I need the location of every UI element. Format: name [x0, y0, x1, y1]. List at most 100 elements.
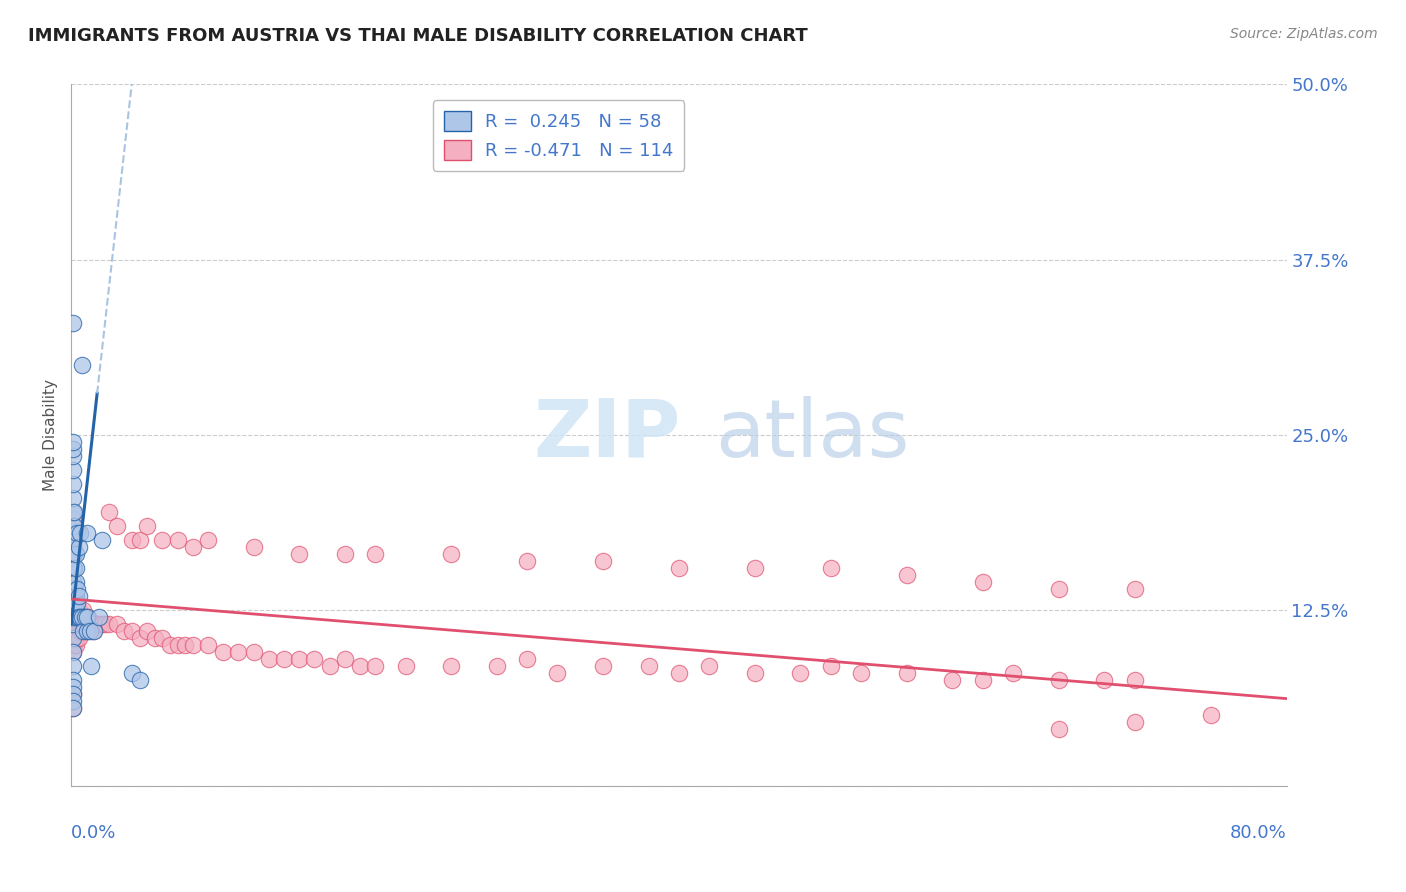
Point [62, 575, 84, 590]
Point [63, 519, 86, 533]
Point [70, 358, 93, 372]
Point [67, 603, 90, 617]
Point [63, 533, 86, 548]
Point [62, 632, 84, 646]
Point [1047, 673, 1070, 688]
Point [128, 533, 150, 548]
Point [63, 582, 86, 597]
Point [77, 610, 100, 624]
Point [62, 533, 84, 548]
Point [65, 547, 87, 561]
Point [972, 673, 994, 688]
Point [197, 533, 219, 548]
Point [84, 617, 107, 632]
Point [333, 652, 356, 666]
Point [62, 589, 84, 603]
Point [941, 673, 963, 688]
Point [820, 659, 842, 673]
Point [66, 526, 89, 541]
Point [72, 603, 94, 617]
Point [65, 638, 87, 652]
Point [62, 617, 84, 632]
Point [364, 659, 387, 673]
Point [62, 687, 84, 701]
Point [73, 617, 96, 632]
Point [62, 603, 84, 617]
Point [63, 617, 86, 632]
Point [349, 659, 371, 673]
Point [65, 603, 87, 617]
Point [62, 694, 84, 708]
Point [93, 617, 115, 632]
Point [66, 582, 89, 597]
Point [440, 659, 463, 673]
Point [62, 681, 84, 695]
Point [820, 561, 842, 575]
Text: atlas: atlas [716, 396, 910, 474]
Point [67, 617, 90, 632]
Point [90, 533, 112, 548]
Legend: R =  0.245   N = 58, R = -0.471   N = 114: R = 0.245 N = 58, R = -0.471 N = 114 [433, 101, 685, 171]
Point [485, 659, 508, 673]
Point [80, 617, 103, 632]
Point [87, 610, 110, 624]
Point [66, 610, 89, 624]
Point [318, 659, 340, 673]
Point [69, 610, 91, 624]
Point [152, 533, 174, 548]
Point [63, 596, 86, 610]
Point [1123, 582, 1146, 597]
Point [1123, 673, 1146, 688]
Point [304, 652, 326, 666]
Point [69, 610, 91, 624]
Point [63, 561, 86, 575]
Point [66, 617, 89, 632]
Point [98, 617, 121, 632]
Point [87, 617, 110, 632]
Point [668, 666, 690, 681]
Point [76, 624, 98, 639]
Point [76, 610, 98, 624]
Point [62, 435, 84, 450]
Point [62, 442, 84, 456]
Point [62, 638, 84, 652]
Point [1199, 708, 1222, 723]
Point [228, 645, 250, 659]
Point [70, 617, 93, 632]
Point [70, 610, 93, 624]
Point [288, 652, 311, 666]
Point [440, 547, 463, 561]
Point [79, 617, 101, 632]
Point [62, 603, 84, 617]
Point [76, 617, 98, 632]
Point [66, 624, 89, 639]
Point [63, 638, 86, 652]
Point [62, 463, 84, 477]
Point [83, 624, 105, 639]
Point [546, 666, 568, 681]
Point [80, 659, 103, 673]
Point [273, 652, 295, 666]
Point [136, 624, 159, 639]
Point [66, 632, 89, 646]
Point [972, 575, 994, 590]
Point [333, 547, 356, 561]
Point [257, 652, 280, 666]
Point [62, 589, 84, 603]
Point [143, 632, 166, 646]
Point [76, 526, 98, 541]
Point [79, 624, 101, 639]
Point [65, 624, 87, 639]
Point [62, 540, 84, 554]
Point [62, 610, 84, 624]
Point [72, 617, 94, 632]
Point [83, 617, 105, 632]
Point [105, 519, 128, 533]
Point [76, 624, 98, 639]
Point [789, 666, 811, 681]
Y-axis label: Male Disability: Male Disability [44, 379, 58, 491]
Point [63, 632, 86, 646]
Point [62, 645, 84, 659]
Point [62, 673, 84, 688]
Point [62, 617, 84, 632]
